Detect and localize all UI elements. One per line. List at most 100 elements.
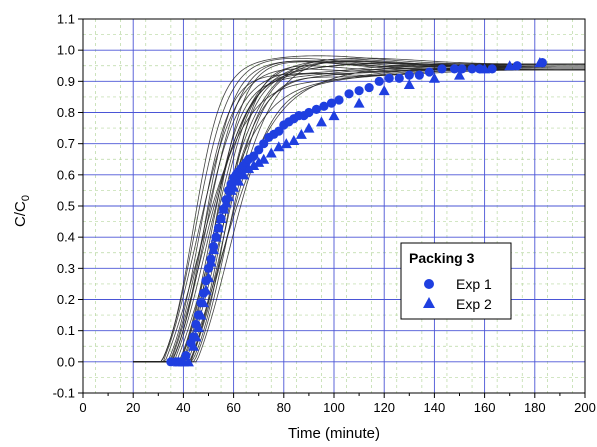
exp-2-point: [280, 138, 292, 149]
exp-2-point: [295, 128, 307, 139]
x-tick-label: 140: [424, 400, 446, 415]
x-tick-label: 40: [176, 400, 190, 415]
y-tick-label: 0.5: [57, 199, 75, 214]
y-tick-label: 0.0: [57, 354, 75, 369]
exp-2-point: [504, 60, 516, 71]
legend-triangle-marker-icon: [423, 297, 435, 308]
legend: Packing 3 Exp 1 Exp 2: [400, 242, 512, 320]
y-axis-label: C/C0: [12, 195, 32, 227]
exp-1-point: [344, 89, 354, 99]
exp-2-point: [228, 181, 240, 192]
exp-1-point: [424, 67, 434, 77]
exp-2-point: [479, 63, 491, 74]
exp-1-point: [319, 101, 329, 111]
exp-2-point: [243, 163, 255, 174]
exp-2-point: [378, 85, 390, 96]
exp-2-point: [192, 322, 204, 333]
exp-2-point: [248, 159, 260, 170]
exp-1-point: [487, 64, 497, 74]
exp-2-point: [328, 110, 340, 121]
y-tick-label: 0.6: [57, 167, 75, 182]
y-tick-label: 1.0: [57, 43, 75, 58]
y-tick-label: 1.1: [57, 12, 75, 27]
exp-1-point: [512, 61, 522, 71]
exp-1-point: [414, 70, 424, 80]
exp-2-point: [534, 57, 546, 68]
legend-box: [400, 242, 512, 320]
exp-2-point: [403, 78, 415, 89]
exp-2-point: [303, 122, 315, 133]
x-tick-label: 200: [574, 400, 596, 415]
exp-1-point: [467, 64, 477, 74]
exp-1-point: [394, 73, 404, 83]
y-axis-label-subscript: 0: [20, 195, 32, 201]
x-tick-label: 120: [373, 400, 395, 415]
exp-1-point: [404, 70, 414, 80]
exp-2-point: [215, 212, 227, 223]
exp-1-point: [449, 64, 460, 74]
exp-2-point: [203, 272, 214, 283]
exp-2-point: [187, 340, 199, 351]
exp-2-point: [182, 356, 194, 367]
exp-2-point: [233, 175, 245, 186]
y-tick-label: 0.7: [57, 136, 75, 151]
exp-2-point: [190, 331, 202, 342]
exp-2-point: [223, 191, 235, 202]
exp-2-point: [258, 153, 270, 164]
x-tick-label: 0: [79, 400, 86, 415]
exp-2-point: [210, 231, 222, 242]
y-axis-label-base: C/C: [12, 201, 29, 227]
x-tick-label: 80: [277, 400, 291, 415]
y-tick-label: 0.3: [57, 261, 75, 276]
exp-2-point: [428, 72, 440, 83]
exp-1-point: [304, 107, 314, 118]
x-axis-label: Time (minute): [288, 425, 380, 442]
exp-2-point: [213, 222, 225, 233]
x-tick-label: 60: [226, 400, 240, 415]
legend-label-exp-2: Exp 2: [456, 296, 492, 312]
exp-2-point: [288, 135, 300, 146]
exp-2-point: [197, 297, 209, 308]
legend-title: Packing 3: [409, 250, 475, 266]
series-exp-2: [172, 57, 546, 367]
exp-1-point: [354, 86, 364, 96]
exp-1-point: [254, 145, 264, 155]
y-tick-label: 0.8: [57, 105, 75, 120]
exp-2-point: [208, 244, 220, 255]
exp-2-point: [195, 309, 207, 320]
exp-2-point: [454, 69, 465, 80]
x-axis-ticks: 0 20 40 60 80 100 120 140 160 180 200: [79, 393, 596, 415]
exp-2-point: [200, 284, 212, 295]
y-tick-label: 0.2: [57, 292, 75, 307]
exp-1-point: [334, 95, 344, 105]
exp-2-point: [315, 116, 327, 127]
x-tick-label: 160: [474, 400, 496, 415]
exp-2-point: [238, 169, 250, 180]
exp-1-point: [384, 73, 394, 83]
exp-2-point: [220, 197, 232, 208]
legend-label-exp-1: Exp 1: [456, 276, 492, 292]
y-tick-label: 0.1: [57, 323, 75, 338]
exp-2-point: [253, 156, 265, 167]
exp-2-point: [205, 256, 217, 267]
y-tick-label: -0.1: [53, 386, 75, 401]
legend-circle-marker-icon: [424, 279, 434, 289]
y-axis-ticks: -0.1 0.0 0.1 0.2 0.3 0.4 0.5 0.6 0.7 0.8 0.9 1.0 1.1: [53, 12, 83, 401]
exp-1-point: [259, 139, 269, 149]
exp-2-point: [218, 203, 230, 214]
exp-1-point: [374, 76, 384, 86]
exp-1-point: [311, 104, 322, 114]
exp-1-point: [326, 98, 337, 108]
series-exp-1: [166, 58, 547, 367]
exp-2-point: [353, 97, 365, 108]
exp-2-point: [265, 147, 277, 158]
y-tick-label: 0.4: [57, 230, 75, 245]
exp-1-point: [437, 64, 447, 74]
x-tick-label: 180: [524, 400, 546, 415]
exp-1-point: [364, 82, 374, 93]
exp-1-point: [249, 151, 259, 161]
x-tick-label: 20: [126, 400, 140, 415]
exp-1-point: [274, 126, 284, 136]
y-tick-label: 0.9: [57, 74, 75, 89]
